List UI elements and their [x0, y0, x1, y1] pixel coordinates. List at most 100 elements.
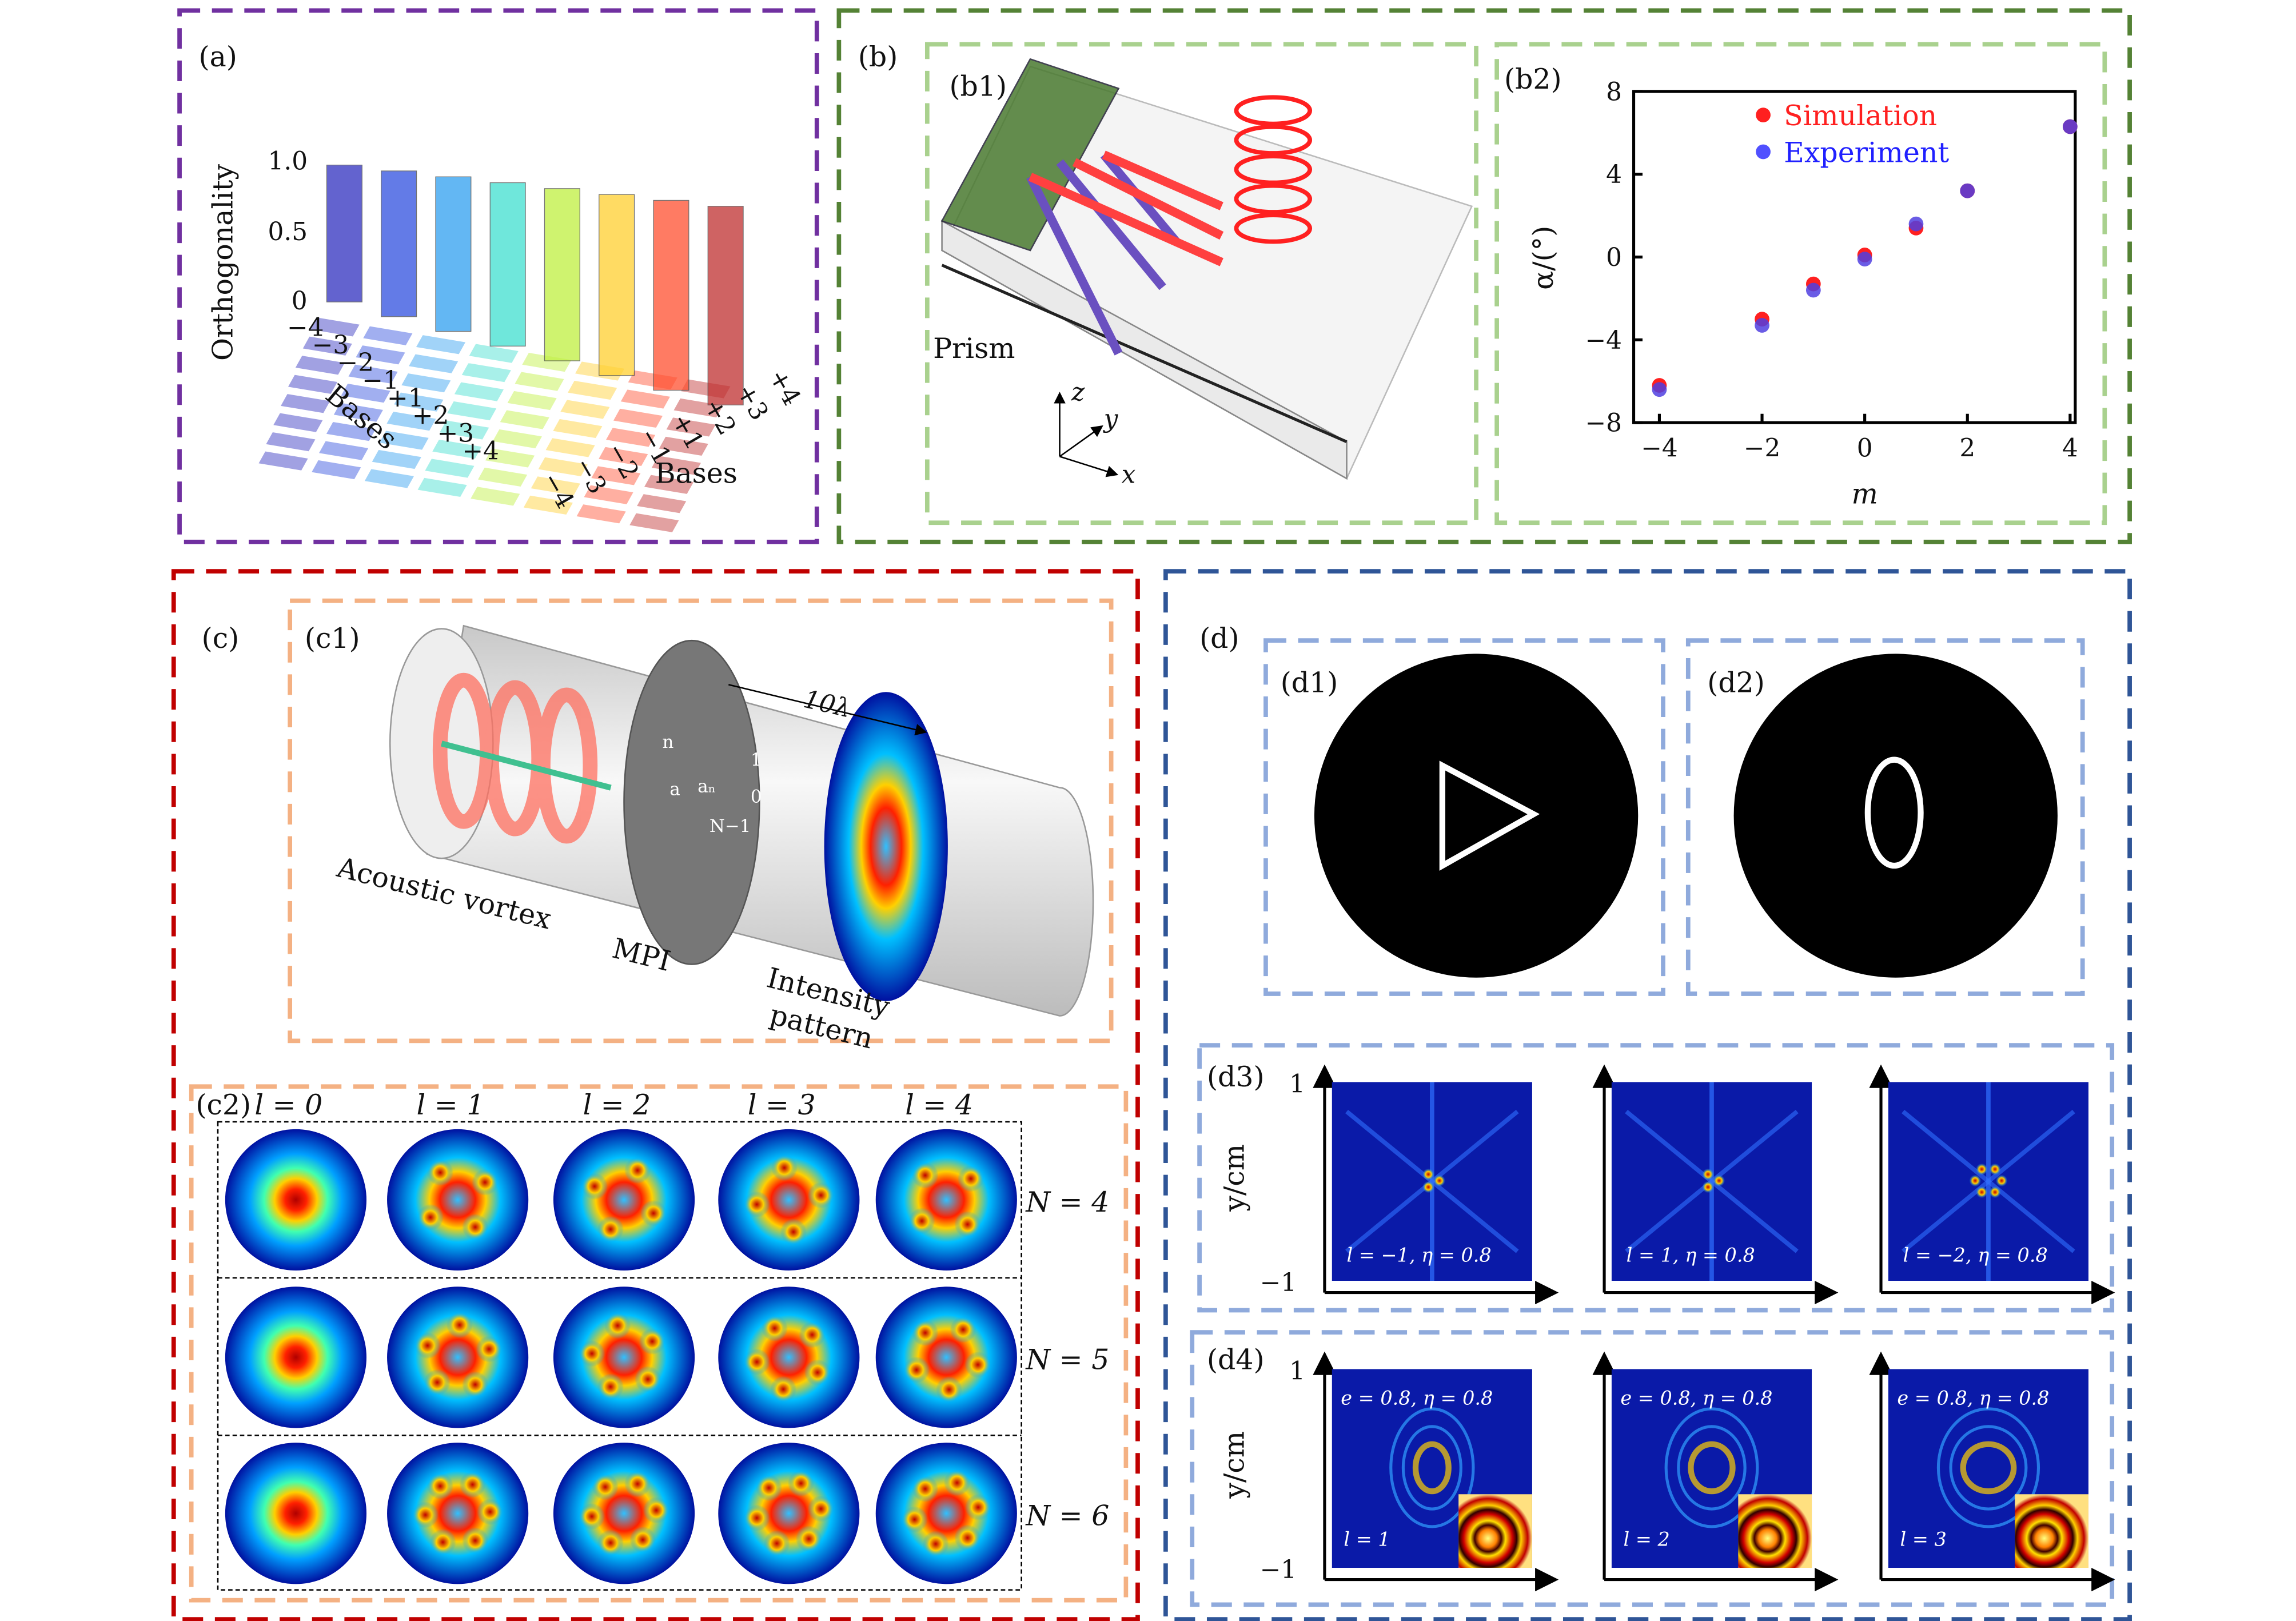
column-label: l = 3 — [748, 1089, 816, 1121]
orthogonality-bar — [326, 165, 362, 302]
orthogonality-tile — [467, 342, 521, 365]
intensity-lobe — [462, 1371, 489, 1398]
x-tick-label: −2 — [1744, 433, 1781, 463]
intensity-spot — [1422, 1168, 1434, 1181]
orthogonality-tile — [353, 344, 408, 367]
intensity-lobe — [462, 1213, 489, 1241]
intensity-lobe — [624, 1157, 651, 1184]
orthogonality-tile — [256, 449, 310, 472]
intensity-lobe — [755, 1475, 783, 1501]
panel-d-label: (d) — [1199, 622, 1239, 655]
intensity-pattern — [718, 1443, 860, 1584]
intensity-lobe — [476, 1336, 503, 1363]
d3-y-axis-label: y/cm — [1218, 1144, 1250, 1212]
column-label: l = 0 — [254, 1089, 322, 1121]
row-label: N = 5 — [1025, 1343, 1109, 1376]
orthogonality-tile — [512, 370, 567, 393]
x-axis-label: m — [1852, 478, 1878, 511]
intensity-pattern — [553, 1443, 695, 1584]
orthogonality-bar — [707, 206, 744, 405]
intensity-spot — [1969, 1174, 1982, 1187]
intensity-lobe — [908, 1208, 935, 1234]
orthogonality-tile — [565, 379, 620, 401]
panel-d2-frame — [1685, 638, 2085, 996]
intensity-pattern — [718, 1129, 860, 1270]
orthogonality-tile — [331, 401, 385, 424]
orthogonality-tile — [476, 465, 530, 488]
d4-y-axis-label: y/cm — [1218, 1431, 1250, 1499]
intensity-lobe — [761, 1315, 788, 1342]
orthogonality-tile — [338, 382, 393, 405]
intensity-lobe — [743, 1191, 770, 1218]
experiment-point — [1960, 183, 1975, 198]
interference-ring — [1401, 1425, 1462, 1511]
orthogonality-tile — [361, 324, 415, 347]
orthogonality-tile — [445, 400, 499, 423]
intensity-lobe — [807, 1495, 835, 1522]
orthogonality-tile — [285, 373, 340, 396]
experiment-point — [1908, 216, 1924, 232]
intensity-pattern — [225, 1129, 367, 1270]
panel-b1-frame — [924, 42, 1478, 525]
panel-d-frame — [1163, 569, 2132, 1621]
x-tick-label: −4 — [1641, 433, 1678, 463]
intensity-pattern — [225, 1287, 367, 1428]
intensity-lobe — [597, 1530, 624, 1556]
x-tick-label: 2 — [1959, 433, 1975, 463]
panel-d3-label: (d3) — [1207, 1061, 1265, 1093]
plot-top-caption: e = 0.8, η = 0.8 — [1341, 1387, 1493, 1409]
experiment-point — [1857, 252, 1872, 267]
diffraction-streak — [1625, 1109, 1799, 1253]
plot-top-caption: e = 0.8, η = 0.8 — [1620, 1387, 1772, 1409]
intensity-lobe — [426, 1472, 454, 1500]
panel-c1-label: (c1) — [305, 622, 360, 655]
intensity-lobe — [912, 1475, 939, 1503]
intensity-lobe — [922, 1531, 949, 1558]
intensity-pattern — [387, 1129, 529, 1270]
panel-d3-frame — [1197, 1043, 2115, 1313]
y-axis-label: y — [1103, 404, 1119, 433]
intensity-lobe — [958, 1165, 984, 1192]
intensity-spot — [1702, 1181, 1714, 1193]
orthogonality-tile — [459, 361, 513, 384]
intensity-lobe — [592, 1473, 619, 1500]
intensity-lobe — [964, 1351, 991, 1378]
panel-d4-frame — [1190, 1330, 2115, 1607]
orthogonality-tile — [308, 316, 362, 338]
orthogonality-tile — [346, 363, 400, 385]
interference-ring — [1664, 1407, 1759, 1528]
intensity-lobe — [604, 1312, 631, 1339]
intensity-lobe — [903, 1356, 930, 1384]
intensity-pattern-grid: l = 0 l = 1 l = 2 l = 3 l = 4 N = 4 N = 5 N = 6 — [217, 1089, 1109, 1591]
intensity-lobe — [446, 1312, 473, 1339]
plot-caption: l = −2, η = 0.8 — [1903, 1244, 2048, 1266]
orthogonality-bar — [489, 182, 526, 346]
intensity-lobe — [954, 1524, 981, 1551]
orthogonality-tile — [656, 435, 711, 457]
panel-a-label: (a) — [199, 41, 237, 73]
intensity-lobe — [643, 1497, 670, 1524]
intensity-lobe — [472, 1169, 499, 1196]
orthogonality-tile — [278, 392, 333, 415]
y-tick-label: 8 — [1606, 77, 1622, 106]
intensity-lobe — [935, 1376, 963, 1403]
legend-experiment: Experiment — [1784, 136, 1949, 169]
mpi-label-0: 0 — [751, 786, 762, 807]
orthogonality-tile — [300, 334, 354, 357]
intensity-spot — [1976, 1163, 1988, 1176]
mpi-label-n-1: N−1 — [709, 816, 751, 837]
intensity-lobe — [417, 1204, 444, 1231]
intensity-pattern — [718, 1287, 860, 1428]
right-bases-label: Bases — [655, 457, 738, 490]
intensity-lobe — [429, 1528, 456, 1556]
intensity-lobe — [780, 1218, 807, 1245]
left-bases-tick: +3 — [437, 419, 475, 448]
panel-d2-label: (d2) — [1707, 666, 1765, 699]
orthogonality-tile — [551, 417, 605, 440]
intensity-lobe — [799, 1321, 826, 1348]
intensity-lobe — [763, 1530, 790, 1557]
orthogonality-bar — [544, 188, 580, 361]
intensity-pattern — [875, 1287, 1017, 1428]
intensity-lobe — [787, 1470, 815, 1497]
intensity-lobe — [424, 1369, 451, 1396]
